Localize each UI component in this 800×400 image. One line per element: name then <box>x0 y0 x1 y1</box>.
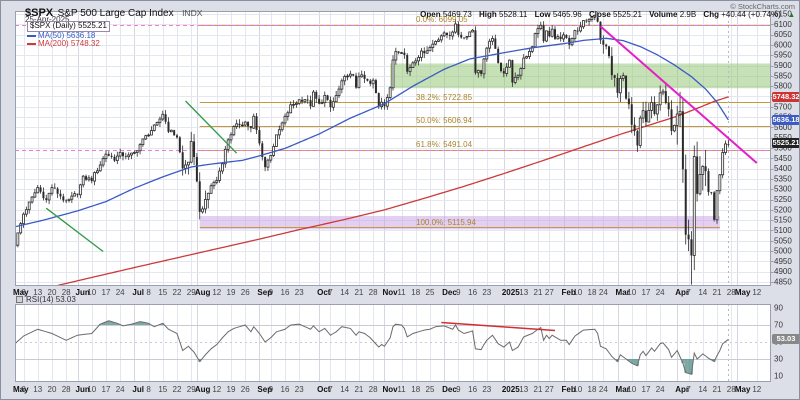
ma50-label[interactable]: MA(50) 5636.18 <box>38 30 96 40</box>
high-label: High <box>479 10 497 19</box>
volume-value: 2.9B <box>679 10 697 19</box>
volume-label: Volume <box>649 10 678 19</box>
ma200-label[interactable]: MA(200) 5748.32 <box>38 39 100 48</box>
fib-label-38: 38.2%: 5722.85 <box>416 92 473 102</box>
fib-label-100: 100.0%: 5115.94 <box>416 217 476 227</box>
chart-date: 25-Apr-2025 <box>25 15 70 24</box>
fib-label-0: 0.0%: 6099.05 <box>416 15 468 24</box>
ma200-swatch <box>27 43 36 46</box>
up-arrow-icon: ▲ <box>788 12 795 19</box>
open-value: 5469.73 <box>442 10 472 19</box>
low-value: 5465.96 <box>552 10 582 19</box>
axis-badge-close: 5525.21 <box>772 137 800 148</box>
close-value: 5525.21 <box>613 10 642 19</box>
fib-label-50: 50.0%: 5606.94 <box>416 116 473 126</box>
axis-badge-ma50: 5636.18 <box>772 114 800 125</box>
exchange-tag: INDX <box>182 8 203 18</box>
main-series-label[interactable]: $SPX (Daily) 5525.21 <box>27 21 110 32</box>
ma50-swatch <box>27 34 36 37</box>
axis-badge-rsi: 53.03 <box>772 334 799 345</box>
axis-badge-ma200: 5748.32 <box>772 91 800 102</box>
overlay-legend: $SPX (Daily) 5525.21 MA(50) 5636.18 MA(2… <box>27 21 110 49</box>
chart-header: $SPX S&P 500 Large Cap Index INDX <box>25 3 202 21</box>
low-label: Low <box>534 10 551 19</box>
high-value: 5528.11 <box>499 10 528 19</box>
rsi-legend: RSI(14) 53.03 <box>16 295 76 304</box>
close-label: Close <box>588 10 611 19</box>
chg-value: +40.44 (+0.74%) <box>721 10 781 19</box>
fib-label-61: 61.8%: 5491.04 <box>416 140 473 150</box>
quote-row: Open 5469.73 High 5528.11 Low 5465.96 Cl… <box>420 10 795 19</box>
copyright: © StockCharts.com <box>730 2 795 11</box>
rsi-label[interactable]: RSI(14) 53.03 <box>26 295 76 304</box>
chg-label: Chg <box>703 10 719 19</box>
symbol: $SPX <box>25 7 54 19</box>
symbol-name: S&P 500 Large Cap Index <box>57 8 174 19</box>
indicator-icon <box>16 296 23 303</box>
open-label: Open <box>420 10 441 19</box>
